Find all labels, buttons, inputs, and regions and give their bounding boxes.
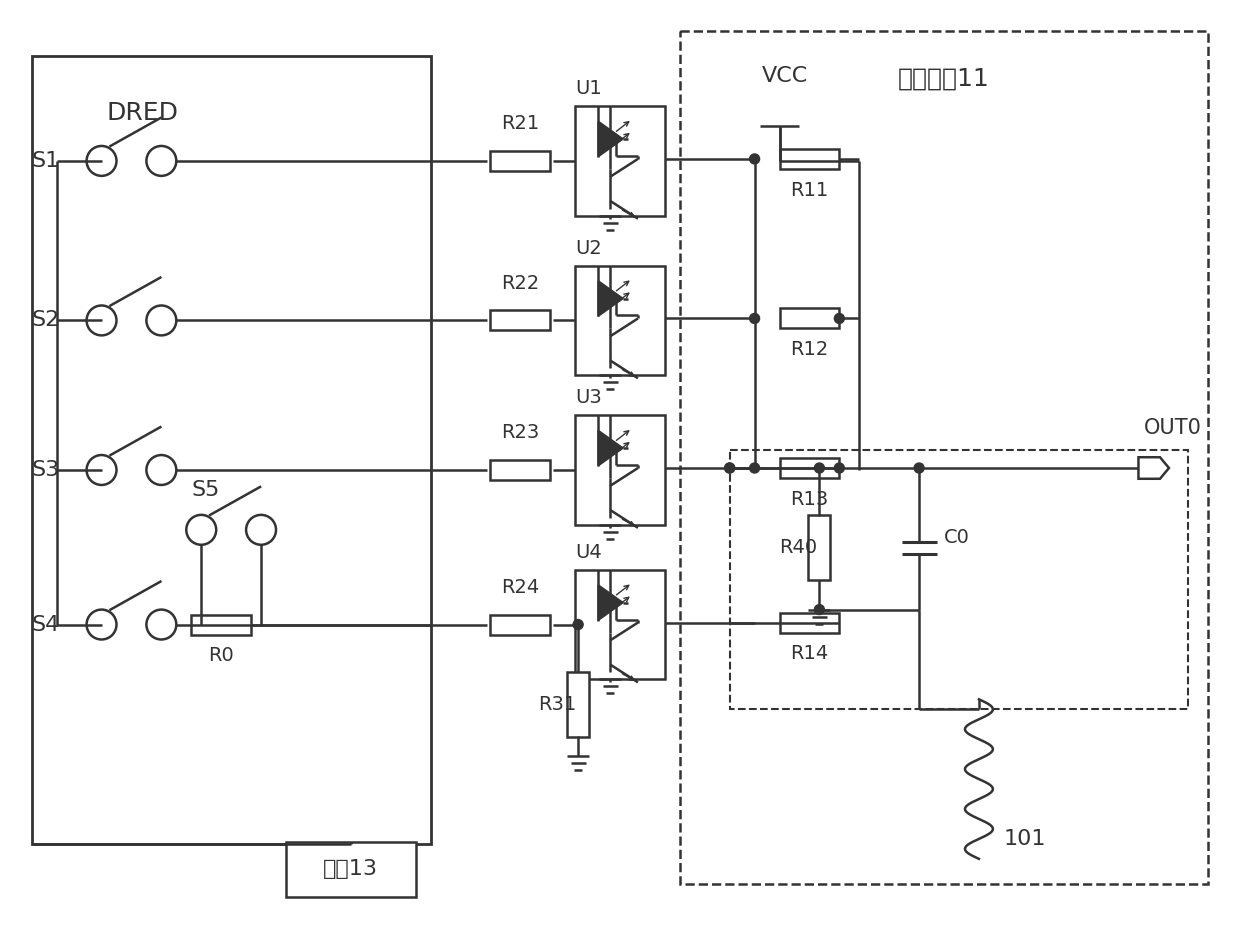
Circle shape: [724, 463, 734, 473]
Text: R12: R12: [790, 340, 828, 360]
Text: R40: R40: [780, 538, 817, 557]
Text: S3: S3: [32, 460, 60, 480]
Text: R13: R13: [790, 490, 828, 509]
Bar: [780, 309, 839, 329]
Bar: [680, 31, 1208, 884]
Polygon shape: [598, 281, 624, 316]
Circle shape: [815, 605, 825, 614]
Circle shape: [815, 463, 825, 473]
Text: DRED: DRED: [107, 101, 179, 125]
Bar: [780, 458, 839, 478]
Polygon shape: [1138, 457, 1169, 479]
Bar: [490, 151, 551, 171]
Bar: [780, 612, 839, 633]
Text: 检测模块11: 检测模块11: [898, 66, 990, 90]
Text: R14: R14: [790, 644, 828, 664]
Circle shape: [835, 314, 844, 323]
Text: U2: U2: [575, 239, 601, 257]
Polygon shape: [598, 430, 624, 466]
Text: S2: S2: [32, 311, 60, 331]
Text: U3: U3: [575, 388, 601, 408]
Text: R24: R24: [501, 577, 539, 596]
Bar: [729, 450, 1188, 709]
Circle shape: [750, 463, 760, 473]
Text: OUT0: OUT0: [1143, 418, 1202, 439]
Text: R0: R0: [208, 646, 234, 666]
Bar: [32, 56, 430, 844]
Bar: [780, 149, 839, 169]
Text: R23: R23: [501, 423, 539, 442]
Bar: [575, 570, 665, 680]
Bar: [808, 516, 831, 580]
Text: R11: R11: [790, 181, 828, 200]
Text: R21: R21: [501, 114, 539, 133]
Circle shape: [750, 154, 760, 164]
Bar: [490, 614, 551, 635]
Bar: [575, 415, 665, 525]
Text: U1: U1: [575, 79, 601, 98]
Circle shape: [914, 463, 924, 473]
Bar: [490, 311, 551, 331]
Text: 电渀13: 电渀13: [324, 859, 378, 879]
Text: U4: U4: [575, 543, 601, 562]
Bar: [490, 460, 551, 480]
Text: S1: S1: [32, 151, 60, 171]
Bar: [191, 614, 250, 635]
Bar: [575, 266, 665, 376]
Text: S4: S4: [32, 614, 60, 635]
Text: R22: R22: [501, 273, 539, 293]
Text: C0: C0: [944, 529, 970, 547]
Text: S5: S5: [191, 480, 219, 500]
Polygon shape: [598, 585, 624, 621]
Bar: [567, 672, 589, 737]
Text: R31: R31: [538, 695, 577, 714]
Bar: [575, 106, 665, 216]
Circle shape: [724, 463, 734, 473]
Circle shape: [835, 463, 844, 473]
Circle shape: [573, 620, 583, 629]
Circle shape: [750, 314, 760, 323]
Polygon shape: [598, 121, 624, 157]
Bar: [286, 842, 415, 897]
Text: 101: 101: [1004, 829, 1047, 849]
Text: VCC: VCC: [761, 66, 807, 86]
